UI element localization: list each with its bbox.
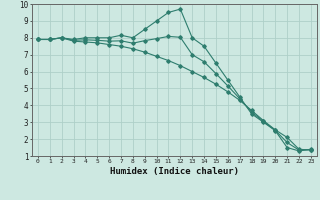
- X-axis label: Humidex (Indice chaleur): Humidex (Indice chaleur): [110, 167, 239, 176]
